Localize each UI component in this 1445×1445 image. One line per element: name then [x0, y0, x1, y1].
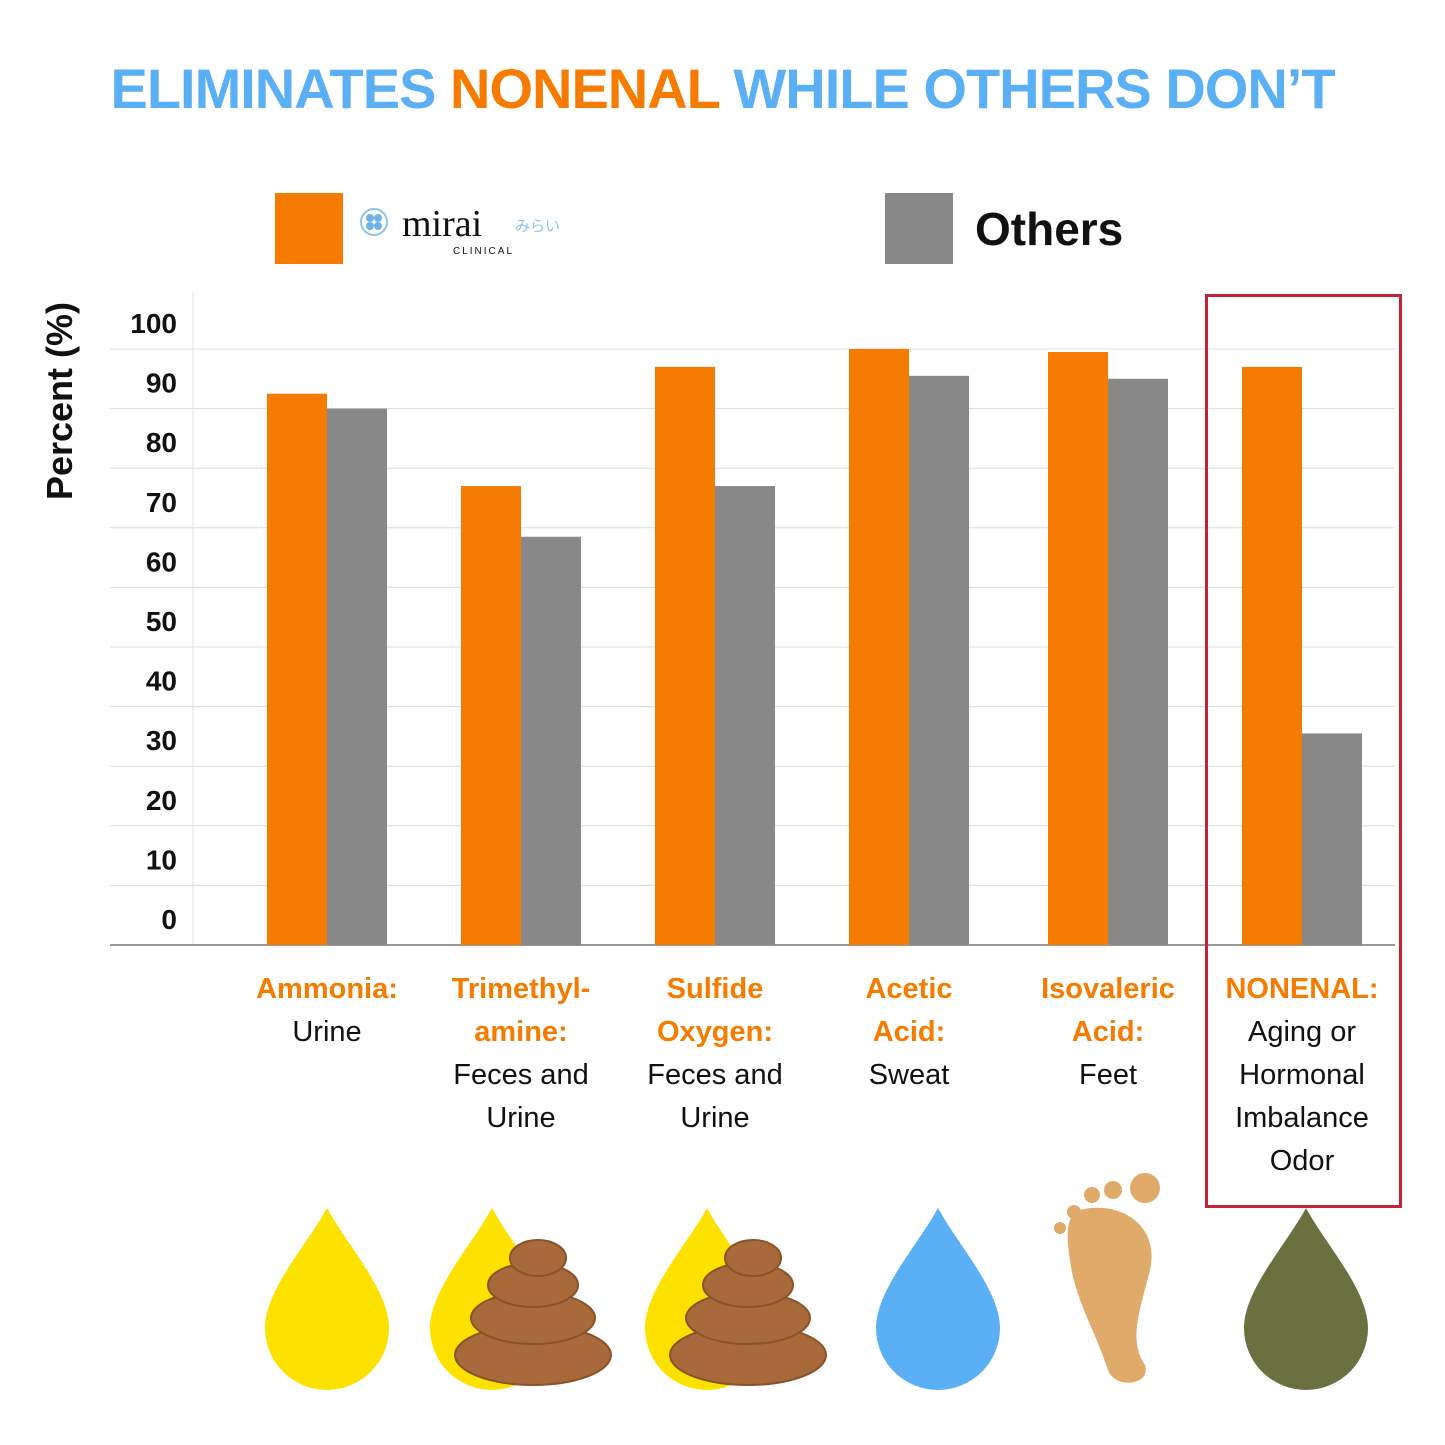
y-tick-label: 100 [130, 308, 177, 339]
category-name: Ammonia: [256, 973, 398, 1005]
bar-mirai [1048, 351, 1108, 946]
category-name: NONENAL: [1225, 973, 1379, 1005]
toe-icon [1054, 1222, 1066, 1234]
title-part: WHILE OTHERS DON’T [718, 57, 1335, 120]
category-name: Sulfide Oxygen: [656, 973, 774, 1048]
bar-mirai [461, 486, 521, 945]
y-tick-label: 50 [146, 606, 177, 637]
category-source: Feces and [647, 1059, 783, 1091]
category-source: Odor [1269, 1145, 1335, 1177]
title-highlight: NONENAL [450, 57, 720, 120]
y-tick-label: 0 [161, 904, 177, 935]
legend-label-others: Others [975, 203, 1124, 255]
bar-others [909, 375, 969, 945]
bar-others [1302, 733, 1362, 945]
category-source: Urine [680, 1102, 750, 1134]
toe-icon [1084, 1187, 1100, 1203]
bar-others [521, 536, 581, 945]
blue-drop-icon [876, 1208, 1000, 1390]
category-source: Hormonal [1239, 1059, 1365, 1091]
legend-swatch-mirai [275, 193, 343, 264]
category-source: Feces and [453, 1059, 589, 1091]
bar-others [715, 486, 775, 945]
category-label: NONENAL: Aging or Hormonal Imbalance Odor [1207, 968, 1397, 1183]
toe-icon [1067, 1205, 1081, 1219]
bar-others [327, 408, 387, 946]
category-source: Urine [486, 1102, 556, 1134]
legend-swatch-others [885, 193, 953, 264]
poop-icon [509, 1239, 567, 1277]
olive-drop-icon [1244, 1208, 1368, 1390]
y-tick-label: 40 [146, 666, 177, 697]
category-source: Urine [292, 1016, 362, 1048]
category-label: Isovaleric Acid: Feet [1013, 968, 1203, 1097]
category-label: Trimethyl- amine: Feces and Urine [426, 968, 616, 1140]
brand-kana: みらい [515, 218, 560, 235]
bar-others [1108, 378, 1168, 945]
bar-mirai [655, 366, 715, 945]
category-label: Ammonia: Urine [232, 968, 422, 1054]
bar-mirai [1242, 366, 1302, 945]
chart-title: ELIMINATES NONENAL WHILE OTHERS DON’T [0, 56, 1445, 121]
brand-name: mirai [402, 203, 482, 245]
poop-icon [724, 1239, 782, 1277]
mirai-logo: mirai みらい CLINICAL [358, 200, 588, 260]
nonenal-highlight-box [1205, 294, 1402, 1208]
category-name: Acetic Acid: [865, 973, 953, 1048]
category-source: Feet [1078, 1059, 1138, 1091]
brand-sub: CLINICAL [453, 246, 514, 257]
bar-mirai [267, 393, 327, 945]
y-tick-label: 90 [146, 368, 177, 399]
category-name: Isovaleric Acid: [1041, 973, 1175, 1048]
category-source: Aging or [1247, 1016, 1356, 1048]
y-tick-label: 60 [146, 546, 177, 577]
category-label: Acetic Acid: Sweat [814, 968, 1004, 1097]
y-tick-label: 10 [146, 844, 177, 875]
category-source: Sweat [868, 1059, 950, 1091]
y-tick-label: 80 [146, 427, 177, 458]
y-tick-label: 70 [146, 487, 177, 518]
toe-icon [1104, 1181, 1122, 1199]
category-source: Imbalance [1235, 1102, 1369, 1134]
category-name: Trimethyl- amine: [451, 973, 591, 1048]
foot-icon [1067, 1207, 1152, 1383]
y-tick-label: 20 [146, 785, 177, 816]
yellow-drop-icon [265, 1208, 389, 1390]
category-label: Sulfide Oxygen: Feces and Urine [620, 968, 810, 1140]
title-part: ELIMINATES [110, 57, 450, 120]
y-tick-label: 30 [146, 725, 177, 756]
toe-icon [1130, 1173, 1160, 1203]
bar-mirai [849, 349, 909, 945]
